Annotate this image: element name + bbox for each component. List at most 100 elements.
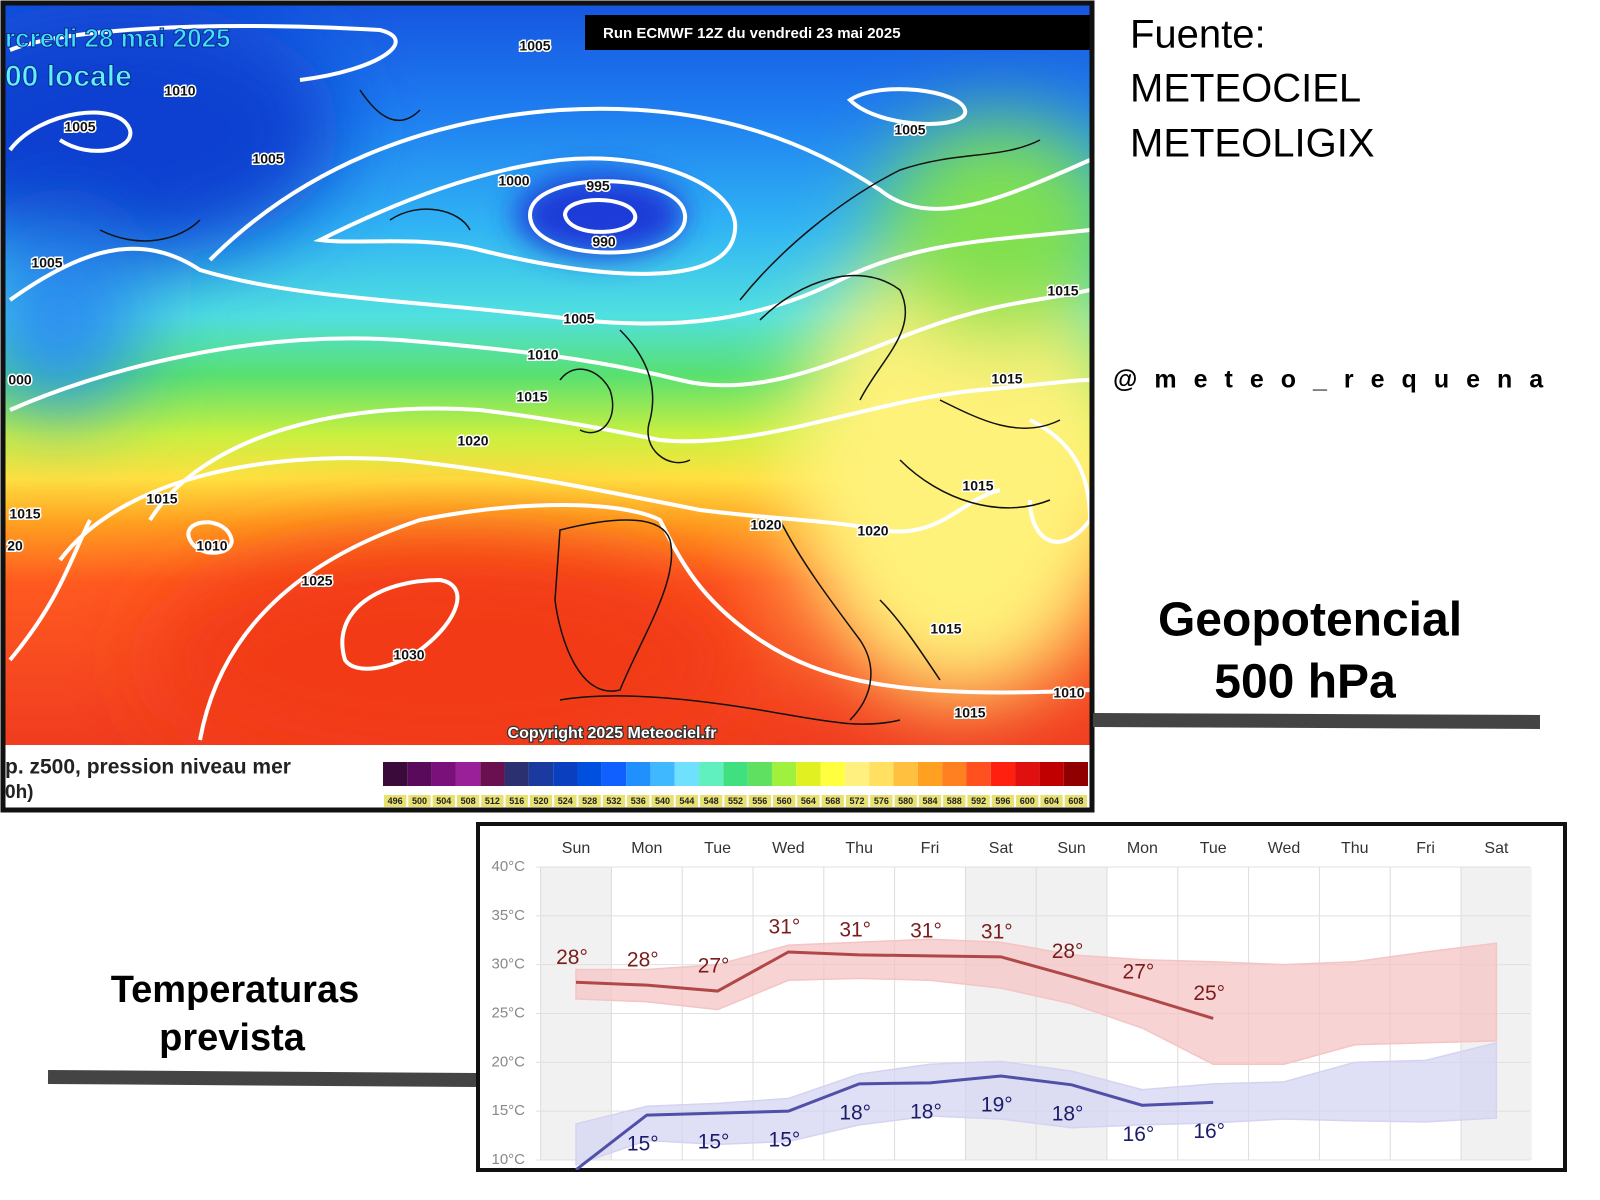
scale-label-bg	[384, 795, 407, 807]
data-label: 31°	[839, 918, 871, 941]
date-line: rcredi 28 mai 2025	[5, 23, 231, 53]
chart-title: prevista	[159, 1017, 306, 1059]
scale-swatch	[407, 762, 432, 786]
x-tick-label: Sat	[989, 840, 1014, 857]
scale-label-bg	[432, 795, 455, 807]
y-tick-label: 30°C	[491, 956, 525, 973]
chart-title: Temperaturas	[111, 969, 360, 1011]
data-label: 28°	[556, 946, 588, 969]
scale-label-bg	[529, 795, 553, 807]
source-name: METEOCIEL	[1130, 67, 1361, 111]
data-label: 15°	[698, 1131, 730, 1154]
scale-swatch	[455, 762, 481, 786]
run-text: Run ECMWF 12Z du vendredi 23 mai 2025	[603, 25, 901, 42]
data-label: 18°	[839, 1101, 871, 1124]
isobar-label: 1010	[1053, 685, 1084, 701]
range-band	[575, 1041, 1498, 1166]
scale-label: 588	[947, 796, 962, 806]
scale-swatch	[990, 762, 1016, 786]
data-label: 28°	[1052, 940, 1084, 963]
isobar-label: 1000	[498, 173, 529, 189]
isobar-label: 1020	[857, 523, 888, 539]
isobars	[8, 24, 1090, 741]
scale-label-bg	[748, 795, 771, 807]
y-tick-label: 35°C	[491, 907, 525, 924]
data-label: 25°	[1193, 982, 1225, 1005]
y-tick-label: 25°C	[491, 1004, 525, 1021]
scale-swatch	[553, 762, 578, 786]
isobar-label: 1015	[516, 389, 547, 405]
isobar-label: 1015	[991, 371, 1022, 387]
scale-label: 516	[509, 796, 524, 806]
map-caption: 0h)	[5, 782, 34, 803]
scale-swatch	[383, 762, 408, 786]
scale-label: 520	[534, 796, 549, 806]
scale-label: 604	[1044, 796, 1059, 806]
x-tick-label: Sun	[562, 840, 590, 857]
scale-label: 532	[606, 796, 621, 806]
scale-swatch	[504, 762, 529, 786]
scale-swatch	[796, 762, 821, 786]
scale-swatch	[528, 762, 554, 786]
scale-label: 556	[752, 796, 767, 806]
scale-label: 540	[655, 796, 670, 806]
scale-label-bg	[724, 795, 747, 807]
isobar-label: 1010	[164, 83, 195, 99]
scale-label-bg	[991, 795, 1015, 807]
range-band	[575, 938, 1498, 1066]
scale-swatch	[626, 762, 651, 786]
scale-label-bg	[481, 795, 504, 807]
scale-label-bg	[797, 795, 820, 807]
scale-swatch	[893, 762, 918, 786]
scale-label: 572	[850, 796, 865, 806]
plot	[575, 938, 1498, 1170]
scale-swatch	[431, 762, 456, 786]
x-tick-label: Fri	[921, 840, 940, 857]
scale-label: 576	[874, 796, 889, 806]
scale-label-bg	[821, 795, 844, 807]
scale-label: 528	[582, 796, 597, 806]
isobar-label: 1005	[563, 311, 594, 327]
connector	[1092, 713, 1541, 729]
scale-label: 512	[485, 796, 500, 806]
data-label: 16°	[1123, 1123, 1155, 1146]
x-tick-label: Thu	[845, 840, 873, 857]
scale-swatch	[917, 762, 943, 786]
isobar-label: 1015	[930, 621, 961, 637]
scale-label-bg	[651, 795, 674, 807]
scale-label-bg	[554, 795, 577, 807]
isobar-label: 1020	[750, 517, 781, 533]
scale-label: 544	[679, 796, 694, 806]
scale-label-bg	[456, 795, 480, 807]
scale-label-bg	[870, 795, 893, 807]
scale-label-bg	[772, 795, 796, 807]
data-label: 18°	[910, 1100, 942, 1123]
map-caption: p. z500, pression niveau mer	[5, 756, 291, 779]
scale-label: 580	[898, 796, 913, 806]
scale-label: 536	[631, 796, 646, 806]
scale-label-bg	[675, 795, 699, 807]
isobar-label: 20	[7, 538, 23, 554]
data-label: 15°	[769, 1129, 801, 1152]
scale-swatch	[723, 762, 748, 786]
x-tick-label: Fri	[1416, 840, 1435, 857]
scale-label-bg	[1040, 795, 1063, 807]
x-tick-label: Wed	[772, 840, 805, 857]
scale-swatch	[601, 762, 627, 786]
isobar-label: 1015	[954, 705, 985, 721]
y-tick-label: 15°C	[491, 1102, 525, 1119]
run-banner	[585, 15, 1090, 50]
scale-swatch	[480, 762, 505, 786]
scale-swatch	[942, 762, 967, 786]
isobar-label: 1025	[301, 573, 332, 589]
scale-swatch	[844, 762, 870, 786]
scale-label: 592	[971, 796, 986, 806]
scale-label: 500	[412, 796, 427, 806]
isobar-label: 1015	[146, 491, 177, 507]
series-line	[575, 950, 1214, 1020]
scale-label: 508	[461, 796, 476, 806]
coastlines	[99, 89, 1061, 725]
scale-label-bg	[505, 795, 528, 807]
isobar-label: 995	[586, 178, 610, 194]
